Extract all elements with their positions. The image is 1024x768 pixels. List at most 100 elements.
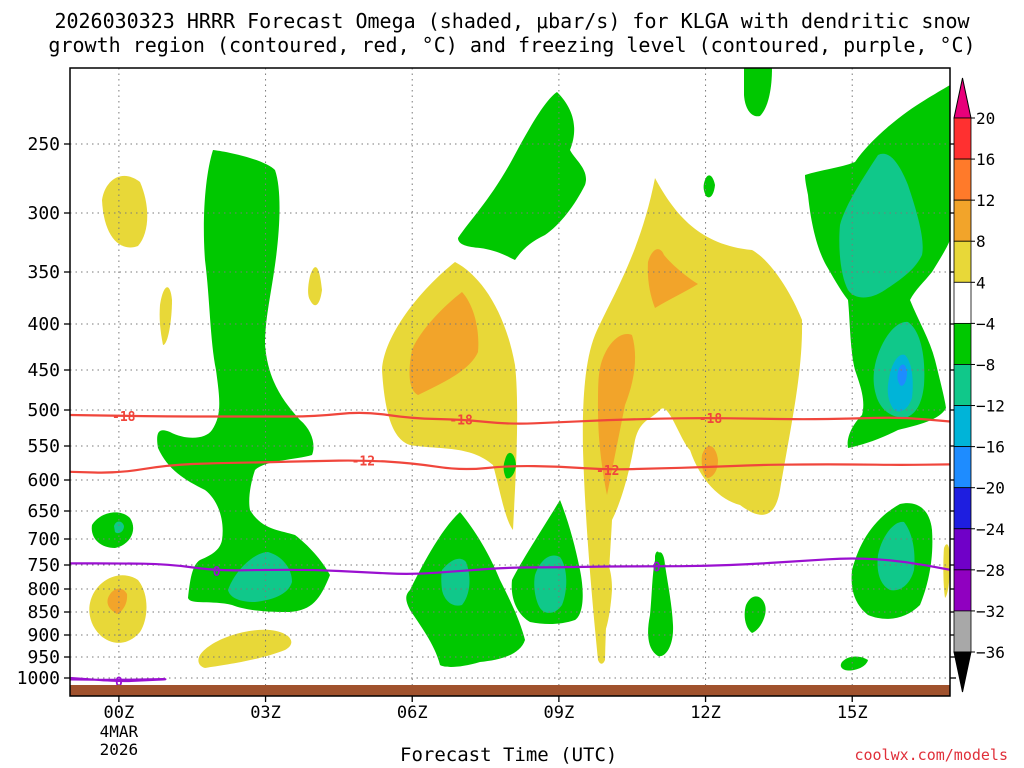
omega-region-green-11z-tiny: [655, 551, 660, 563]
colorbar-top-triangle: [953, 77, 972, 119]
colorbar-segment-1: [953, 158, 972, 201]
colorbar-segment-2: [953, 199, 972, 242]
colorbar-label-11: −28: [976, 561, 1005, 580]
contour-line-dendritic-bottom: [70, 459, 950, 474]
y-tick-label-450: 450: [27, 360, 60, 381]
x-tick-label-15Z: 15Z: [837, 703, 868, 723]
omega-region-teal-16z-lower: [877, 521, 915, 591]
colorbar-segment-4: [953, 281, 972, 324]
omega-region-green-11z-strip: [648, 552, 674, 657]
y-tick-label-550: 550: [27, 436, 60, 457]
chart-title-line1: 2026030323 HRRR Forecast Omega (shaded, …: [54, 9, 970, 33]
contour-line-freezing-level: [70, 557, 950, 575]
colorbar-segment-12: [953, 610, 972, 653]
omega-region-orange-07z: [409, 292, 479, 395]
colorbar-segment-8: [953, 446, 972, 489]
y-tick-label-600: 600: [27, 470, 60, 491]
x-tick-label-09Z: 09Z: [544, 703, 575, 723]
colorbar: 20 16 12 8 4 −4 −8 −12 −16 −20 −24 −28 −32 −36: [953, 77, 1005, 693]
omega-region-green-14z-top: [744, 68, 772, 117]
y-tick-label-850: 850: [27, 602, 60, 623]
x-axis-title: Forecast Time (UTC): [400, 744, 618, 766]
plot-frame: [69, 67, 951, 697]
y-axis: 2503003504004505005506006507007508008509…: [17, 134, 956, 689]
y-tick-label-900: 900: [27, 625, 60, 646]
contour-line-dendritic-top: [70, 411, 950, 425]
colorbar-segment-3: [953, 240, 972, 283]
colorbar-label-3: 8: [976, 232, 986, 251]
colorbar-segment-5: [953, 322, 972, 365]
colorbar-label-4: 4: [976, 273, 986, 292]
y-tick-label-500: 500: [27, 400, 60, 421]
colorbar-label-13: −36: [976, 643, 1005, 662]
y-tick-label-700: 700: [27, 529, 60, 550]
colorbar-label-2: 12: [976, 191, 995, 210]
x-tick-label-12Z: 12Z: [690, 703, 721, 723]
omega-region-green-13z-blob: [744, 596, 766, 633]
omega-region-green-08z-upper: [458, 92, 587, 260]
colorbar-segment-10: [953, 528, 972, 571]
colorbar-bottom-triangle: [953, 651, 972, 693]
contour-labels: -18 -18 -18 -12 -12 0 0 0: [112, 410, 723, 691]
colorbar-label-0: 20: [976, 109, 995, 128]
contour-label-dendritic-top-0: -18: [112, 410, 136, 425]
colorbar-label-6: −8: [976, 355, 995, 374]
x-tick-sublabel-date: 4MAR: [100, 722, 139, 741]
ground-strip: [70, 685, 950, 696]
credit-label: coolwx.com/models: [854, 746, 1008, 764]
x-tick-label-00Z: 00Z: [104, 703, 135, 723]
y-tick-label-400: 400: [27, 314, 60, 335]
omega-region-green-03z-column: [157, 150, 330, 612]
omega-region-yellow-10z: [582, 178, 803, 664]
x-tick-label-03Z: 03Z: [250, 703, 281, 723]
omega-region-teal-09z: [534, 555, 567, 613]
contour-line-surface-freezing-level: [70, 676, 167, 683]
y-tick-label-800: 800: [27, 579, 60, 600]
x-tick-label-06Z: 06Z: [397, 703, 428, 723]
x-tick-sublabel-year: 2026: [100, 740, 139, 759]
chart-title-line2: growth region (contoured, red, °C) and f…: [48, 33, 976, 57]
omega-region-yellow-06z: [382, 262, 518, 530]
omega-region-green-00z-dot: [91, 512, 134, 548]
y-tick-label-300: 300: [27, 203, 60, 224]
omega-region-orange-11z: [647, 249, 698, 308]
omega-shading: [89, 68, 950, 671]
contour-label-dendritic-bottom-1: -12: [596, 464, 619, 479]
y-tick-label-750: 750: [27, 555, 60, 576]
colorbar-label-1: 16: [976, 150, 995, 169]
contour-label-surface-freezing-level-0: 0: [115, 675, 123, 690]
omega-region-yellow-low-03z: [198, 629, 292, 668]
omega-region-yellow-spike-325: [308, 267, 322, 306]
contour-label-dendritic-bottom-0: -12: [352, 454, 375, 469]
contour-label-dendritic-top-1: -18: [449, 413, 473, 428]
omega-region-teal-03z: [228, 552, 292, 602]
contour-lines: [70, 411, 950, 683]
y-tick-label-950: 950: [27, 647, 60, 668]
gridlines: [70, 68, 950, 696]
colorbar-label-12: −32: [976, 602, 1005, 621]
contour-label-freezing-level-0: 0: [213, 565, 221, 580]
omega-region-green-16z-dot: [840, 656, 868, 671]
colorbar-label-8: −16: [976, 438, 1005, 457]
contour-label-freezing-level-1: 0: [653, 560, 661, 575]
omega-region-teal-00z-dot: [114, 521, 124, 534]
omega-region-yellow-top-left: [102, 175, 148, 248]
omega-region-cyan-16z-core: [897, 364, 907, 386]
omega-region-green-12z-top: [703, 175, 715, 198]
y-tick-label-1000: 1000: [17, 668, 60, 689]
colorbar-label-10: −24: [976, 520, 1005, 539]
y-tick-label-250: 250: [27, 134, 60, 155]
colorbar-segment-6: [953, 364, 972, 406]
omega-region-yellow-right-edge: [943, 544, 950, 598]
contour-label-dendritic-top-2: -18: [699, 412, 723, 427]
omega-region-yellow-12z-strip: [596, 558, 612, 639]
colorbar-segment-9: [953, 487, 972, 530]
colorbar-segment-0: [953, 117, 972, 160]
omega-region-orange-10z: [598, 334, 636, 495]
colorbar-segment-11: [953, 569, 972, 612]
colorbar-label-5: −4: [976, 314, 995, 333]
y-tick-label-650: 650: [27, 501, 60, 522]
omega-region-yellow-spike-165: [159, 287, 172, 345]
